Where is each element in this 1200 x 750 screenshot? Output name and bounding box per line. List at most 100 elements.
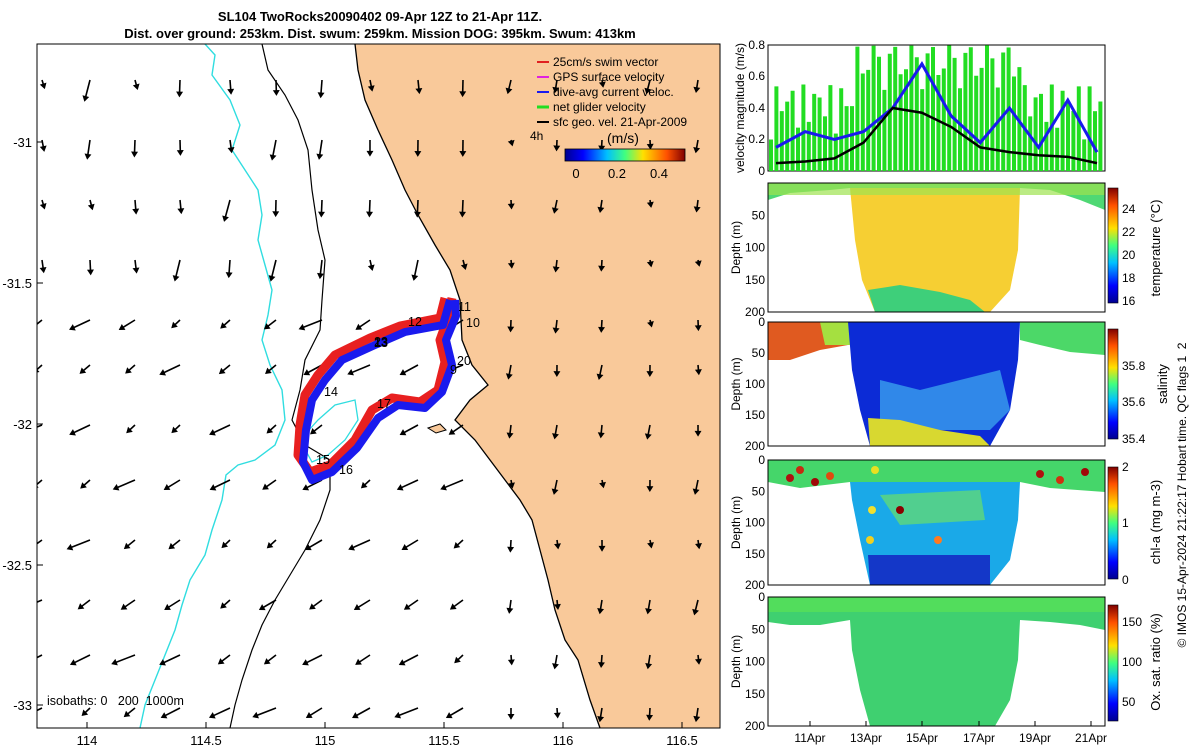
colorbar-title: (m/s): [607, 130, 639, 146]
surface-velocity-arrowhead: [646, 486, 654, 492]
surface-velocity-arrowhead: [39, 145, 47, 152]
surface-velocity-arrowhead: [118, 323, 126, 330]
surface-velocity-arrowhead: [263, 323, 271, 330]
surface-velocity-arrowhead: [252, 711, 259, 719]
vector-field: [37, 79, 702, 723]
vel-ytick-0-2: 0.2: [748, 132, 765, 146]
velocity-panel: 0 0.2 0.4 0.6 0.8 velocity magnitude (m/…: [733, 38, 1106, 178]
salinity-cticks: 35.4 35.6 35.8: [1122, 359, 1146, 446]
surface-velocity-arrowhead: [176, 150, 184, 156]
map-ytick-31: -31: [13, 135, 32, 150]
depth-tick-salinity: 150: [745, 408, 765, 422]
surface-velocity-arrowhead: [507, 203, 515, 210]
surface-velocity-arrowhead: [693, 146, 701, 154]
surface-velocity-arrowhead: [168, 542, 176, 550]
isobath-label: isobaths: 0 200 1000m: [47, 694, 184, 708]
surface-velocity-arrowhead: [460, 263, 468, 271]
surface-velocity-arrowhead: [554, 543, 561, 550]
depth-axes: 50 100 150 200 Depth (m) 0 50 100 150 200 Depth (m…: [729, 208, 765, 733]
chla-hotspot: [826, 472, 834, 480]
legend-hour-label: 4h: [530, 129, 543, 143]
surface-velocity-arrowhead: [401, 544, 409, 550]
surface-velocity-arrow: [37, 539, 43, 545]
oxygen-frame: [767, 596, 1106, 727]
island: [426, 423, 447, 434]
oxygen-surface: [768, 597, 1105, 612]
surface-velocity-arrow: [37, 479, 43, 486]
surface-velocity-arrowhead: [159, 369, 167, 376]
map-panel: 11 10 12 13 23 20 9 14 17 15 16 114 114.…: [2, 43, 721, 748]
surface-velocity-arrowhead: [507, 713, 515, 720]
surface-velocity-arrowhead: [81, 709, 89, 717]
map-frame: [36, 43, 721, 729]
surface-velocity-arrowhead: [459, 211, 466, 218]
surface-velocity-arrowhead: [176, 91, 184, 98]
chla-hotspot: [796, 466, 804, 474]
surface-velocity-arrowhead: [694, 325, 702, 332]
surface-velocity-arrowhead: [220, 322, 227, 329]
surface-velocity-arrowhead: [695, 658, 702, 665]
surface-velocity-arrowhead: [645, 608, 652, 615]
salinity-left-green: [820, 322, 850, 345]
map-xtick-116-5: 116.5: [666, 733, 698, 748]
surface-velocity-arrowhead: [448, 428, 456, 435]
surface-velocity-arrowhead: [209, 429, 216, 436]
vel-ytick-0: 0: [758, 164, 765, 178]
coastline-0m: [354, 44, 601, 728]
surface-velocity-arrowhead: [305, 711, 313, 718]
surface-velocity-arrowhead: [694, 369, 702, 376]
surface-velocity-arrowhead: [459, 91, 467, 98]
surface-velocity-arrowhead: [164, 603, 171, 610]
map-ytick-32-5: -32.5: [2, 558, 32, 573]
surface-velocity-arrowhead: [646, 371, 654, 377]
surface-velocity-arrowhead: [553, 371, 561, 377]
ox-ctick-100: 100: [1122, 655, 1142, 669]
temperature-bottom: [868, 285, 985, 312]
glider-track-red: [293, 296, 457, 477]
track-label-23: 23: [374, 335, 388, 349]
chla-hotspot: [811, 478, 819, 486]
surface-velocity-arrowhead: [692, 488, 700, 495]
surface-velocity-arrowhead: [596, 373, 604, 380]
surface-velocity-arrowhead: [348, 544, 355, 551]
surface-velocity-arrowhead: [506, 432, 514, 439]
surface-velocity-arrowhead: [507, 659, 515, 666]
chla-hotspot: [1036, 470, 1044, 478]
xtick-21apr: 21Apr: [1075, 731, 1107, 745]
surface-velocity-arrowhead: [66, 543, 74, 551]
surface-velocity-arrowhead: [80, 482, 87, 489]
track-label-10: 10: [466, 316, 480, 330]
surface-velocity-arrowhead: [123, 542, 131, 550]
surface-velocity-arrowhead: [360, 481, 368, 489]
surface-velocity-arrowhead: [302, 659, 309, 666]
title-line-1: SL104 TwoRocks20090402 09-Apr 12Z to 21-…: [217, 9, 543, 24]
surface-velocity-arrowhead: [645, 662, 653, 670]
map-xtick-114-5: 114.5: [190, 733, 222, 748]
chla-hotspot: [871, 466, 879, 474]
salinity-panel: 35.4 35.6 35.8 salinity: [767, 321, 1170, 447]
vel-ytick-0-6: 0.6: [748, 69, 765, 83]
temperature-colorbar: [1107, 187, 1119, 304]
chla-ctick-2: 2: [1122, 460, 1129, 474]
title-line-2: Dist. over ground: 253km. Dist. swum: 25…: [124, 26, 636, 41]
surface-velocity-arrowhead: [132, 267, 140, 274]
chla-surface: [768, 460, 1105, 492]
surface-velocity-arrowhead: [272, 90, 280, 96]
depth-label-salinity: Depth (m): [729, 357, 743, 410]
map-xtick-115: 115: [315, 733, 336, 748]
map-ytick-32: -32: [13, 417, 32, 432]
track-labels: 11 10 12 13 23 20 9 14 17 15 16: [316, 300, 480, 477]
depth-label-chla: Depth (m): [729, 496, 743, 549]
depth-tick-temperature: 100: [745, 241, 765, 255]
surface-velocity-arrowhead: [553, 712, 561, 719]
legend-gps-velocity: GPS surface velocity: [553, 70, 664, 84]
track-label-14: 14: [324, 385, 338, 399]
track-label-15: 15: [316, 453, 330, 467]
salinity-clabel: salinity: [1155, 364, 1170, 404]
surface-velocity-arrowhead: [552, 327, 560, 334]
surface-velocity-arrowhead: [598, 145, 606, 152]
surface-velocity-arrowhead: [172, 275, 180, 282]
surface-velocity-arrowhead: [126, 426, 133, 434]
chla-clabel: chl-a (mg m-3): [1148, 480, 1163, 565]
